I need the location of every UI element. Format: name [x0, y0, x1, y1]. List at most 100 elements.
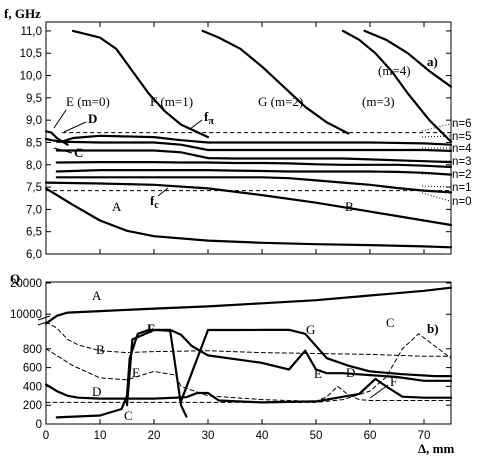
a-series-line-10	[201, 29, 350, 135]
mode-n5: n=5	[452, 131, 472, 143]
label-b-F2: F	[390, 374, 397, 389]
label-b-C-solid: C	[124, 408, 133, 423]
a-ytick-label: 6,0	[26, 249, 42, 261]
label-a-curve-m3: (m=3)	[362, 94, 395, 109]
panel-b-x-ticks: 0 10 20 30 40 50 60 70	[43, 419, 431, 442]
leader-fpi	[189, 119, 203, 130]
a-ytick-label: 9,0	[26, 115, 42, 127]
b-ytick-label-upper: 10000	[10, 309, 42, 321]
axis-break	[37, 315, 51, 326]
a-ytick-label: 9,5	[26, 93, 42, 105]
b-series-line-4	[44, 377, 453, 404]
mode-n2: n=2	[452, 169, 472, 181]
b-xtick-label: 50	[310, 430, 323, 442]
b-ytick-label: 800	[23, 344, 42, 356]
a-series-line-2	[55, 176, 453, 194]
b-xtick-label: 40	[256, 430, 269, 442]
a-series-line-12	[363, 29, 453, 88]
leader-E	[53, 109, 67, 129]
label-a-curve-m4: (m=4)	[378, 63, 411, 78]
a-series-line-11	[341, 29, 453, 143]
a-series-line-1	[44, 181, 453, 227]
panel-b-ylabel: Q	[10, 271, 20, 286]
label-b-E: E	[132, 365, 140, 380]
b-series-line-7	[179, 328, 453, 403]
mode-n6: n=6	[452, 118, 472, 130]
b-series-line-5	[45, 348, 452, 402]
label-a-curve-F: F (m=1)	[150, 94, 193, 109]
leader-C	[53, 147, 73, 154]
label-b-D: D	[92, 384, 101, 399]
b-xtick-label: 20	[148, 430, 161, 442]
b-xtick-label: 30	[202, 430, 215, 442]
a-ytick-label: 7,5	[26, 182, 42, 194]
panel-b-frame	[45, 281, 452, 425]
label-a-curve-A: A	[112, 199, 122, 214]
b-series-line-3	[45, 333, 452, 403]
panel-a-y-ticks: 6,0 6,5 7,0 7,5 8,0 8,5 9,0 9,5 10,0 10,5 11,0	[20, 26, 451, 261]
b-ytick-label: 600	[23, 363, 42, 375]
b-xtick-label: 70	[418, 430, 431, 442]
label-b-A: A	[92, 288, 102, 303]
panel-b-y-ticks: 0 200 400 600 800 10000 20000	[10, 278, 451, 431]
a-series-line-4	[55, 161, 453, 169]
label-fc: fc	[150, 193, 159, 211]
b-ytick-label-upper: 20000	[10, 278, 42, 290]
label-b-B: B	[96, 342, 105, 357]
a-series-line-3	[55, 169, 453, 176]
panel-a-series	[44, 29, 453, 249]
label-b-E2: E	[314, 366, 322, 381]
leader-fc	[157, 187, 169, 197]
b-ytick-label: 400	[23, 381, 42, 393]
label-a-curve-B: B	[345, 199, 354, 214]
a-ytick-label: 7,0	[26, 204, 42, 216]
label-b-D2: D	[346, 365, 355, 380]
label-a-curve-D: D	[88, 111, 97, 126]
label-b-G: G	[306, 322, 315, 337]
mode-n0: n=0	[452, 196, 472, 208]
a-ytick-label: 11,0	[20, 26, 42, 38]
label-a-curve-G: G (m=2)	[258, 94, 303, 109]
b-series-line-1	[45, 321, 452, 357]
a-series-line-0	[44, 187, 453, 249]
b-series-line-6	[125, 328, 453, 407]
mode-n3: n=3	[452, 156, 472, 168]
panel-b-series	[44, 286, 453, 419]
a-series-line-6	[55, 140, 453, 152]
mode-number-labels: n=6 n=5 n=4 n=3 n=2 n=1 n=0	[421, 118, 472, 208]
label-a-curve-E: E (m=0)	[66, 94, 110, 109]
a-ytick-label: 10,5	[20, 48, 42, 60]
mode-n1: n=1	[452, 182, 472, 194]
b-series-line-0	[44, 286, 453, 325]
panel-a-reference-lines	[46, 132, 451, 192]
b-xtick-label: 60	[364, 430, 377, 442]
b-xtick-label: 0	[43, 430, 49, 442]
b-ytick-label: 200	[23, 400, 42, 412]
b-xtick-label: 10	[94, 430, 107, 442]
panel-a: 6,0 6,5 7,0 7,5 8,0 8,5 9,0 9,5 10,0 10,5 11,0 f, …	[4, 6, 472, 261]
panel-a-ylabel: f, GHz	[4, 6, 41, 21]
label-a-curve-C: C	[74, 145, 83, 160]
a-series-line-9	[71, 29, 210, 139]
a-series-line-8	[44, 130, 69, 146]
label-b-F: F	[147, 321, 155, 336]
panel-a-x-ticks	[45, 22, 425, 254]
mode-n4: n=4	[452, 143, 472, 155]
a-ytick-label: 6,5	[26, 227, 42, 239]
panel-b-xlabel: Δ, mm	[418, 441, 454, 456]
panel-b-label: b)	[427, 321, 439, 336]
a-ytick-label: 8,5	[26, 137, 42, 149]
label-b-C-dashed: C	[386, 315, 395, 330]
leader-D	[63, 121, 87, 133]
label-fpi: fπ	[204, 109, 214, 127]
panel-a-label: a)	[427, 54, 438, 69]
a-series-line-5	[55, 149, 453, 164]
a-ytick-label: 8,0	[26, 160, 42, 172]
b-ytick-label: 0	[36, 419, 42, 431]
b-series-line-2	[55, 328, 188, 419]
a-ytick-label: 10,0	[20, 71, 42, 83]
leader-b-F2	[369, 384, 389, 399]
mode-dotted-guides	[421, 123, 451, 202]
